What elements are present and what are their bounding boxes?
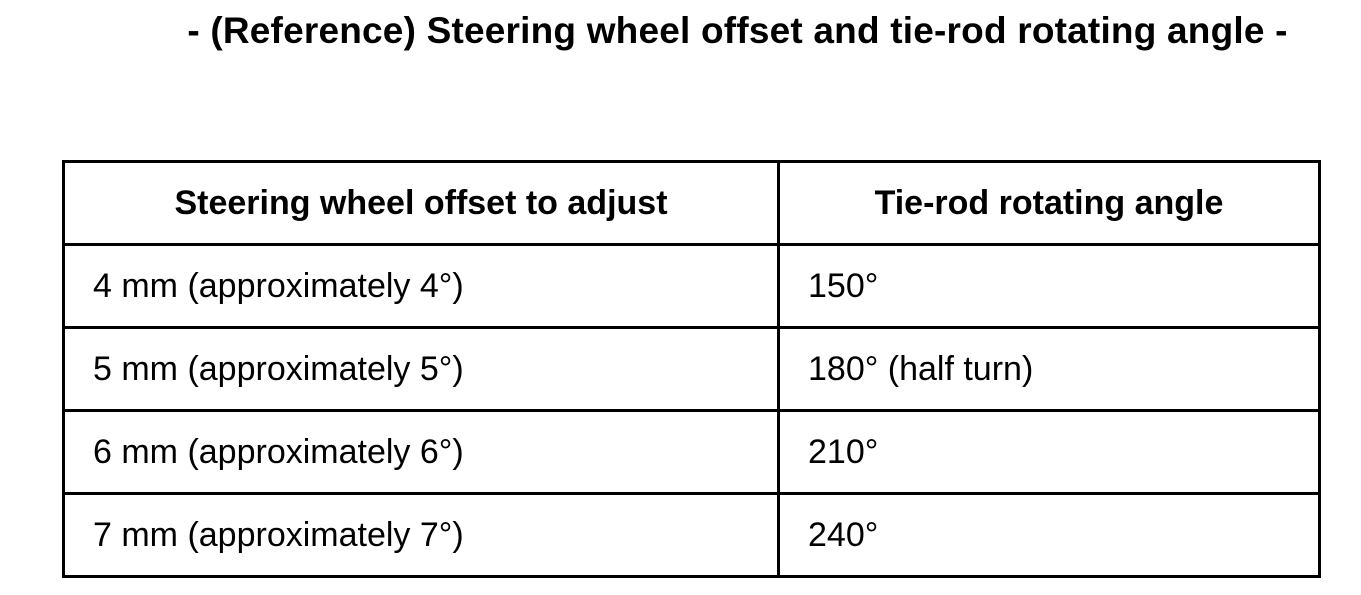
reference-table: Steering wheel offset to adjust Tie-rod …	[62, 160, 1321, 578]
column-header-offset: Steering wheel offset to adjust	[62, 160, 780, 246]
angle-cell: 180° (half turn)	[777, 326, 1321, 412]
offset-cell: 6 mm (approximately 6°)	[62, 409, 780, 495]
offset-cell: 4 mm (approximately 4°)	[62, 243, 780, 329]
offset-cell: 5 mm (approximately 5°)	[62, 326, 780, 412]
offset-cell: 7 mm (approximately 7°)	[62, 492, 780, 578]
table-row: 6 mm (approximately 6°) 210°	[62, 409, 1321, 495]
column-header-angle: Tie-rod rotating angle	[777, 160, 1321, 246]
angle-cell: 240°	[777, 492, 1321, 578]
angle-cell: 210°	[777, 409, 1321, 495]
table-row: 7 mm (approximately 7°) 240°	[62, 492, 1321, 578]
table-header-row: Steering wheel offset to adjust Tie-rod …	[62, 160, 1321, 246]
angle-cell: 150°	[777, 243, 1321, 329]
page-title: - (Reference) Steering wheel offset and …	[187, 10, 1288, 51]
table-row: 4 mm (approximately 4°) 150°	[62, 243, 1321, 329]
table-row: 5 mm (approximately 5°) 180° (half turn)	[62, 326, 1321, 412]
